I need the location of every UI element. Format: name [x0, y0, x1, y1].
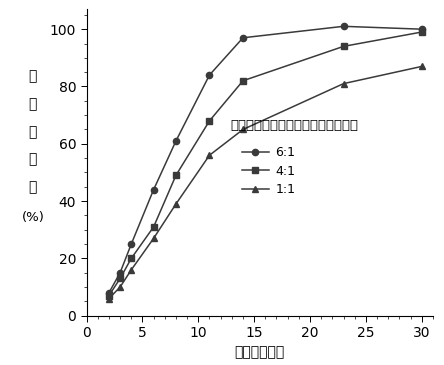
- 6:1: [129, 242, 134, 246]
- 1:1: [207, 153, 212, 157]
- 4:1: [207, 119, 212, 123]
- 4:1: [240, 78, 246, 83]
- Line: 1:1: 1:1: [106, 63, 425, 301]
- 6:1: [151, 188, 156, 192]
- 6:1: [240, 36, 246, 40]
- 6:1: [419, 27, 424, 31]
- 4:1: [173, 173, 178, 177]
- Line: 6:1: 6:1: [106, 23, 425, 296]
- Text: (%): (%): [21, 211, 44, 224]
- Text: 物: 物: [29, 97, 37, 111]
- Text: 罺甲基木聚糖和乙基纤维素的质量比: 罺甲基木聚糖和乙基纤维素的质量比: [230, 119, 358, 132]
- 1:1: [419, 64, 424, 69]
- 1:1: [106, 296, 111, 301]
- 6:1: [173, 139, 178, 143]
- 4:1: [106, 293, 111, 298]
- 6:1: [117, 270, 123, 275]
- Text: 放: 放: [29, 152, 37, 166]
- Text: 药: 药: [29, 70, 37, 84]
- 4:1: [419, 30, 424, 34]
- 1:1: [240, 127, 246, 132]
- 4:1: [129, 256, 134, 261]
- 6:1: [106, 291, 111, 295]
- 4:1: [117, 276, 123, 281]
- 6:1: [341, 24, 346, 28]
- 1:1: [173, 202, 178, 206]
- 4:1: [151, 225, 156, 229]
- Text: 量: 量: [29, 180, 37, 194]
- Line: 4:1: 4:1: [106, 29, 425, 299]
- X-axis label: 时间（小时）: 时间（小时）: [234, 346, 285, 360]
- 1:1: [129, 268, 134, 272]
- Legend: 6:1, 4:1, 1:1: 6:1, 4:1, 1:1: [237, 141, 300, 201]
- 1:1: [151, 236, 156, 241]
- 4:1: [341, 44, 346, 49]
- 6:1: [207, 73, 212, 77]
- 1:1: [117, 285, 123, 289]
- Text: 释: 释: [29, 125, 37, 139]
- 1:1: [341, 81, 346, 86]
